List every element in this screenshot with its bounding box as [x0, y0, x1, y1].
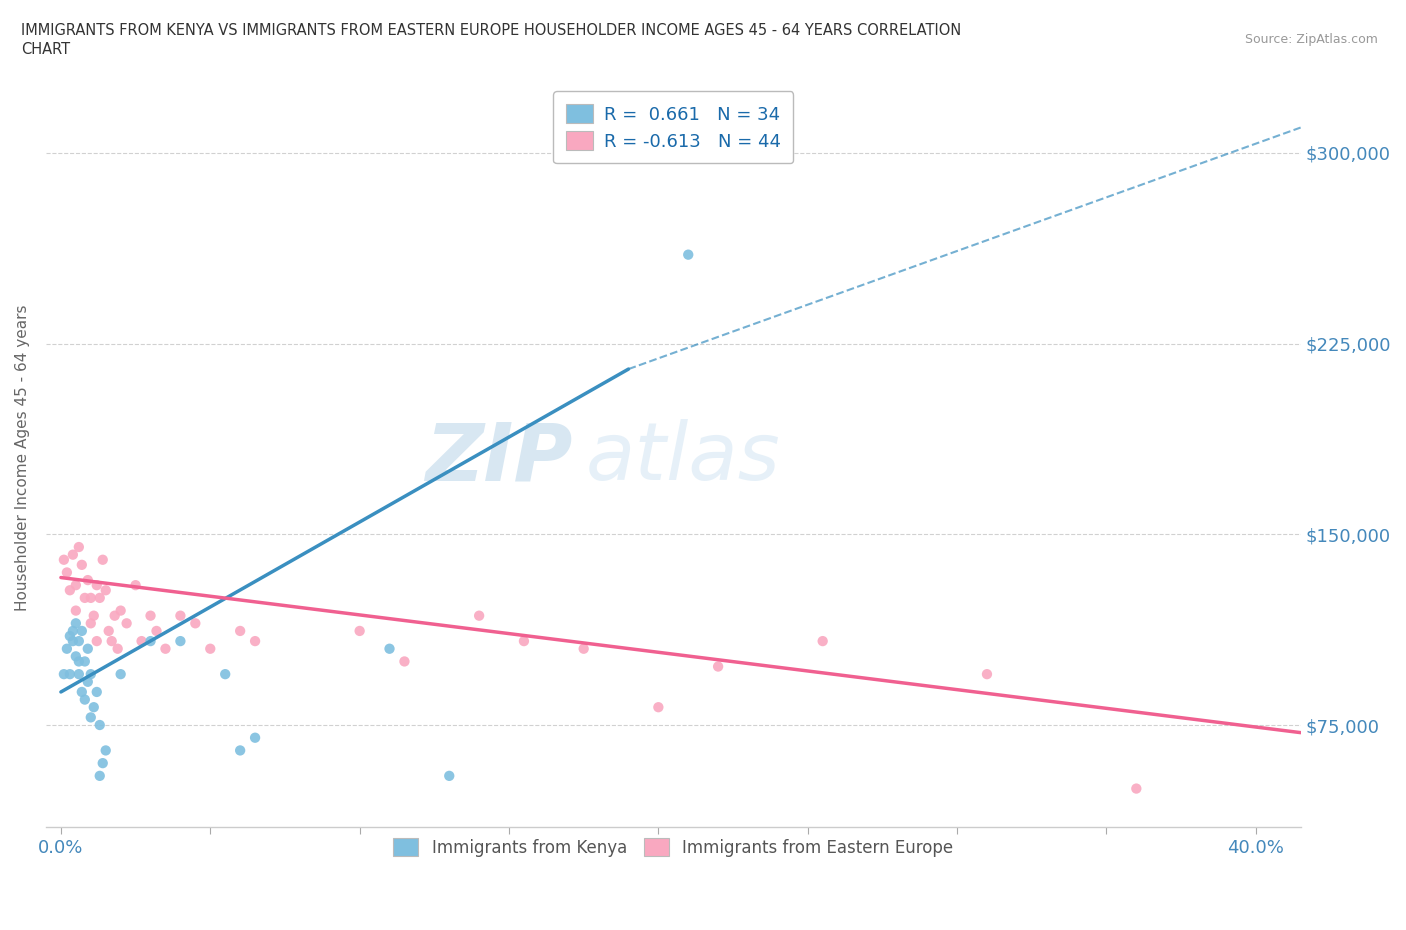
Point: [976, 667, 998, 682]
Point: [62, 623, 84, 638]
Point: [155, 642, 177, 657]
Point: [76, 674, 98, 689]
Point: [513, 633, 536, 648]
Point: [70, 623, 93, 638]
Point: [572, 642, 595, 657]
Point: [80, 667, 103, 682]
Point: [86, 684, 108, 699]
Point: [214, 667, 236, 682]
Point: [86, 578, 108, 592]
Point: [52, 667, 75, 682]
Point: [811, 633, 834, 648]
Point: [67, 633, 90, 648]
Text: ZIP: ZIP: [426, 419, 572, 497]
Point: [67, 539, 90, 554]
Point: [145, 623, 167, 638]
Text: Source: ZipAtlas.com: Source: ZipAtlas.com: [1244, 33, 1378, 46]
Point: [131, 633, 153, 648]
Point: [59, 583, 82, 598]
Point: [184, 616, 207, 631]
Point: [124, 578, 146, 592]
Point: [65, 604, 87, 618]
Point: [1125, 781, 1147, 796]
Point: [243, 633, 266, 648]
Point: [62, 547, 84, 562]
Point: [707, 659, 730, 674]
Point: [91, 552, 114, 567]
Text: atlas: atlas: [585, 419, 780, 497]
Point: [76, 642, 98, 657]
Point: [110, 667, 132, 682]
Point: [86, 633, 108, 648]
Point: [169, 633, 191, 648]
Point: [94, 743, 117, 758]
Point: [73, 654, 96, 669]
Point: [394, 654, 416, 669]
Point: [107, 642, 129, 657]
Point: [89, 718, 111, 733]
Point: [59, 629, 82, 644]
Point: [139, 633, 162, 648]
Point: [52, 552, 75, 567]
Point: [243, 730, 266, 745]
Point: [83, 699, 105, 714]
Text: CHART: CHART: [21, 42, 70, 57]
Point: [94, 583, 117, 598]
Point: [80, 616, 103, 631]
Point: [76, 573, 98, 588]
Point: [229, 743, 252, 758]
Point: [80, 710, 103, 724]
Point: [67, 654, 90, 669]
Point: [678, 247, 700, 262]
Point: [115, 616, 138, 631]
Point: [104, 608, 127, 623]
Text: IMMIGRANTS FROM KENYA VS IMMIGRANTS FROM EASTERN EUROPE HOUSEHOLDER INCOME AGES : IMMIGRANTS FROM KENYA VS IMMIGRANTS FROM…: [21, 23, 962, 38]
Point: [100, 633, 122, 648]
Point: [378, 642, 401, 657]
Point: [110, 604, 132, 618]
Point: [200, 642, 222, 657]
Point: [70, 557, 93, 572]
Point: [56, 642, 79, 657]
Point: [647, 699, 669, 714]
Point: [169, 608, 191, 623]
Point: [468, 608, 491, 623]
Point: [73, 591, 96, 605]
Point: [73, 692, 96, 707]
Point: [59, 667, 82, 682]
Point: [97, 623, 120, 638]
Point: [65, 578, 87, 592]
Point: [80, 591, 103, 605]
Y-axis label: Householder Income Ages 45 - 64 years: Householder Income Ages 45 - 64 years: [15, 305, 30, 611]
Point: [91, 756, 114, 771]
Point: [67, 667, 90, 682]
Point: [62, 633, 84, 648]
Point: [139, 608, 162, 623]
Point: [89, 768, 111, 783]
Point: [349, 623, 371, 638]
Point: [229, 623, 252, 638]
Point: [83, 608, 105, 623]
Point: [89, 591, 111, 605]
Point: [439, 768, 461, 783]
Point: [70, 684, 93, 699]
Legend: Immigrants from Kenya, Immigrants from Eastern Europe: Immigrants from Kenya, Immigrants from E…: [380, 825, 966, 870]
Point: [65, 616, 87, 631]
Point: [65, 649, 87, 664]
Point: [56, 565, 79, 580]
